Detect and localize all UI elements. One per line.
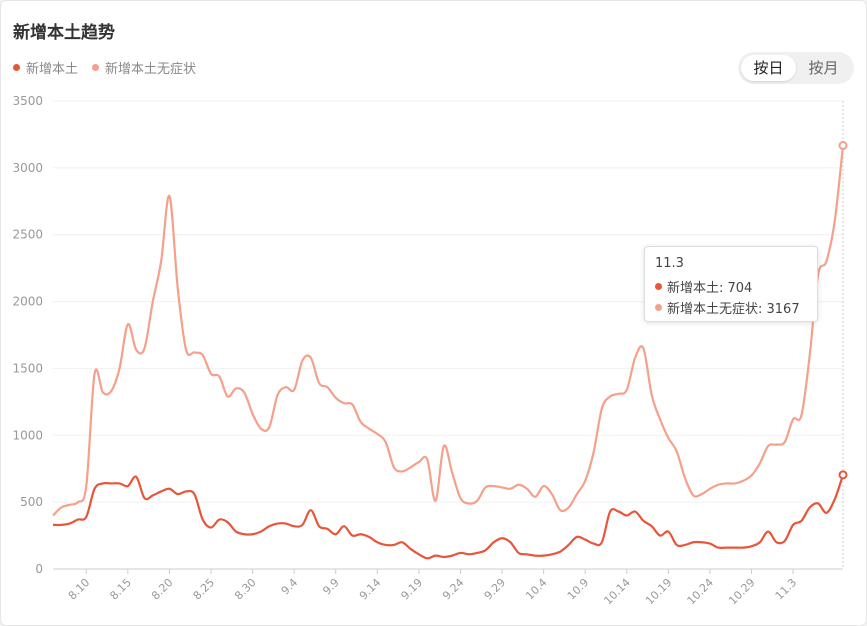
tooltip-row-asymptomatic: 新增本土无症状: 3167 <box>655 297 807 318</box>
y-tick-label: 3500 <box>12 94 43 108</box>
tooltip-dot-local <box>655 283 662 290</box>
x-tick-label: 10.14 <box>601 576 632 607</box>
x-tick-label: 10.24 <box>685 576 716 607</box>
x-tick-label: 8.15 <box>107 576 134 603</box>
x-tick-label: 8.25 <box>191 576 218 603</box>
chart-title: 新增本土趋势 <box>13 23 115 43</box>
x-tick-label: 10.19 <box>643 576 674 607</box>
legend-item-asymptomatic[interactable]: 新增本土无症状 <box>92 58 196 77</box>
series-line-asymptomatic[interactable] <box>52 145 845 517</box>
y-tick-label: 500 <box>20 495 43 509</box>
x-tick-label: 8.10 <box>66 576 93 603</box>
point-local-last[interactable] <box>838 470 848 480</box>
x-tick-label: 10.9 <box>565 576 592 603</box>
legend-label-asymptomatic: 新增本土无症状 <box>105 62 197 77</box>
tooltip-row-local: 新增本土: 704 <box>655 276 807 297</box>
chart-tooltip: 11.3 新增本土: 704 新增本土无症状: 3167 <box>644 246 818 322</box>
x-tick-label: 8.30 <box>232 576 259 603</box>
legend-dot-asymptomatic <box>92 64 100 71</box>
x-tick-label: 9.9 <box>320 576 342 598</box>
y-tick-label: 2000 <box>12 295 43 309</box>
x-tick-label: 9.14 <box>357 576 384 603</box>
legend-dot-local <box>13 64 20 71</box>
tooltip-date: 11.3 <box>655 256 684 271</box>
y-tick-label: 1000 <box>12 428 43 442</box>
point-asymptomatic-last[interactable] <box>838 141 848 151</box>
legend: 新增本土 新增本土无症状 <box>13 58 196 77</box>
toggle-by-month-button[interactable]: 按月 <box>808 59 839 77</box>
x-tick-label: 11.3 <box>773 576 800 603</box>
legend-label-local: 新增本土 <box>26 62 79 77</box>
x-tick-label: 9.24 <box>440 576 467 603</box>
toggle-by-day-button[interactable]: 按日 <box>741 55 796 81</box>
y-tick-label: 1500 <box>12 361 43 375</box>
legend-item-local[interactable]: 新增本土 <box>13 58 78 77</box>
tooltip-dot-asymptomatic <box>655 304 662 311</box>
y-tick-label: 2500 <box>12 228 43 242</box>
x-tick-label: 9.19 <box>398 576 425 603</box>
x-tick-label: 10.29 <box>726 576 757 607</box>
x-tick-label: 9.4 <box>279 576 301 598</box>
x-tick-label: 9.29 <box>482 576 509 603</box>
period-toggle: 按日 按月 <box>738 52 854 84</box>
y-tick-label: 3000 <box>12 161 43 175</box>
x-tick-label: 10.4 <box>523 576 550 603</box>
tooltip-value-local: 新增本土: 704 <box>667 281 753 296</box>
series-line-local[interactable] <box>52 474 845 560</box>
tooltip-value-asymptomatic: 新增本土无症状: 3167 <box>667 302 800 317</box>
x-tick-label: 8.20 <box>149 576 176 603</box>
y-tick-label: 0 <box>35 562 43 576</box>
